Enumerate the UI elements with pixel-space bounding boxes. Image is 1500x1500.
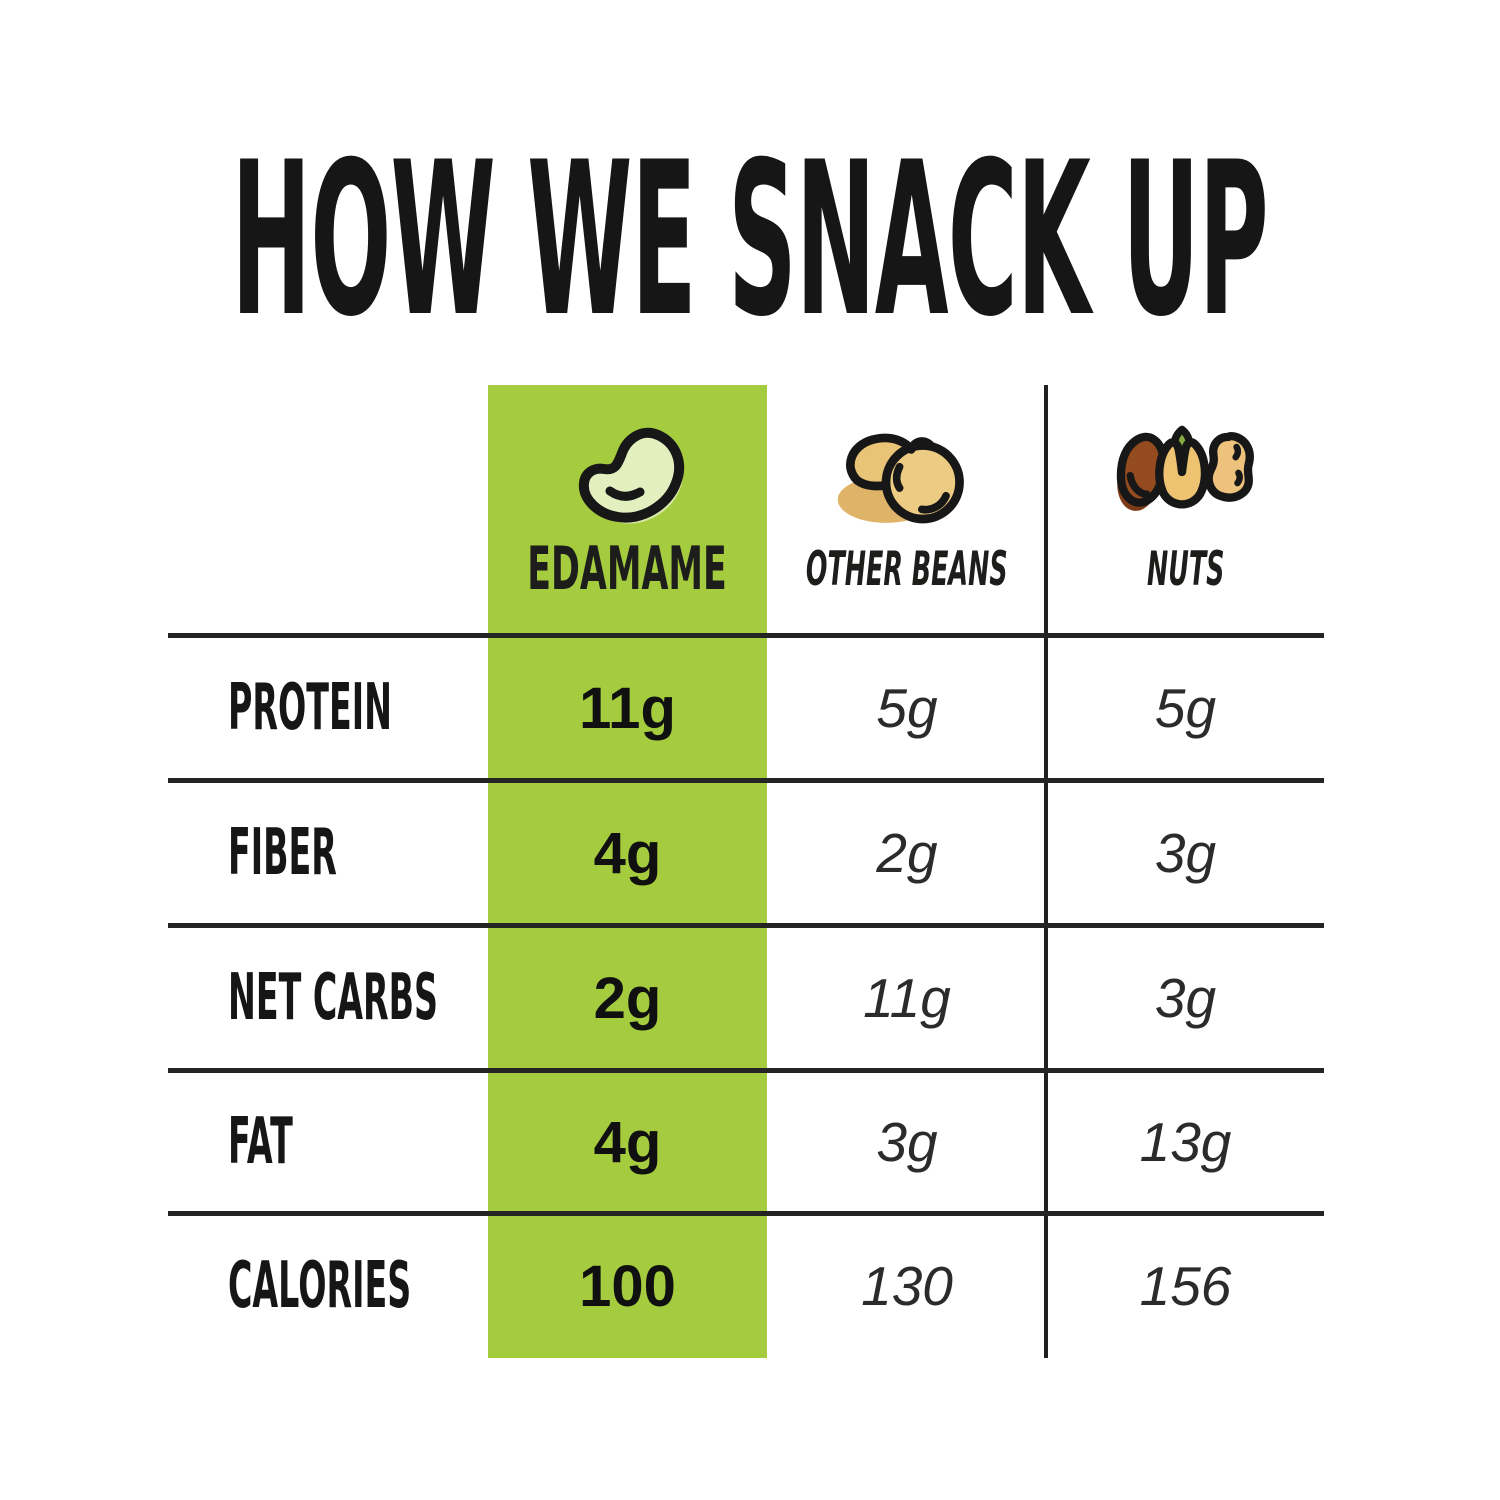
row-label: CALORIES <box>228 1249 412 1323</box>
row-label: FAT <box>228 1105 293 1179</box>
column-divider-line <box>1044 385 1048 1358</box>
row-label: NET CARBS <box>228 961 439 1035</box>
value-other-beans: 2g <box>876 822 938 884</box>
row-divider-line <box>168 633 1324 638</box>
row-label: PROTEIN <box>228 671 392 745</box>
table-row-fat: FAT 4g 3g 13g <box>0 1072 1500 1212</box>
value-nuts: 3g <box>1154 822 1217 884</box>
value-other-beans: 11g <box>863 967 951 1029</box>
column-header-edamame: EDAMAME <box>488 534 767 604</box>
row-divider-line <box>168 1211 1324 1216</box>
value-nuts: 13g <box>1139 1111 1232 1173</box>
value-other-beans: 130 <box>861 1255 953 1317</box>
value-nuts: 156 <box>1139 1255 1232 1317</box>
value-other-beans: 3g <box>876 1111 938 1173</box>
edamame-bean-icon <box>570 418 685 528</box>
value-nuts: 5g <box>1154 677 1217 739</box>
page-title-text: HOW WE SNACK UP <box>231 116 1269 363</box>
other-beans-icon <box>830 424 975 526</box>
table-row-net-carbs: NET CARBS 2g 11g 3g <box>0 928 1500 1068</box>
row-divider-line <box>168 1068 1324 1073</box>
nuts-icon <box>1108 418 1256 526</box>
value-other-beans: 5g <box>876 677 938 739</box>
column-header-label: EDAMAME <box>527 534 728 604</box>
column-header-nuts: NUTS <box>1047 540 1324 598</box>
value-edamame: 100 <box>579 1253 676 1319</box>
table-row-protein: PROTEIN 11g 5g 5g <box>0 638 1500 778</box>
table-row-fiber: FIBER 4g 2g 3g <box>0 783 1500 923</box>
value-nuts: 3g <box>1154 967 1217 1029</box>
value-edamame: 4g <box>593 1109 662 1175</box>
table-row-calories: CALORIES 100 130 156 <box>0 1214 1500 1358</box>
edamame-highlight-column <box>488 385 767 1358</box>
column-header-other-beans: OTHER BEANS <box>771 540 1043 598</box>
column-header-label: NUTS <box>1146 541 1225 597</box>
value-edamame: 4g <box>593 820 662 886</box>
value-edamame: 2g <box>593 965 662 1031</box>
row-label: FIBER <box>228 816 337 890</box>
page-title: HOW WE SNACK UP <box>0 134 1500 346</box>
value-edamame: 11g <box>579 675 676 741</box>
row-divider-line <box>168 778 1324 783</box>
column-header-label: OTHER BEANS <box>806 541 1008 597</box>
row-divider-line <box>168 923 1324 928</box>
